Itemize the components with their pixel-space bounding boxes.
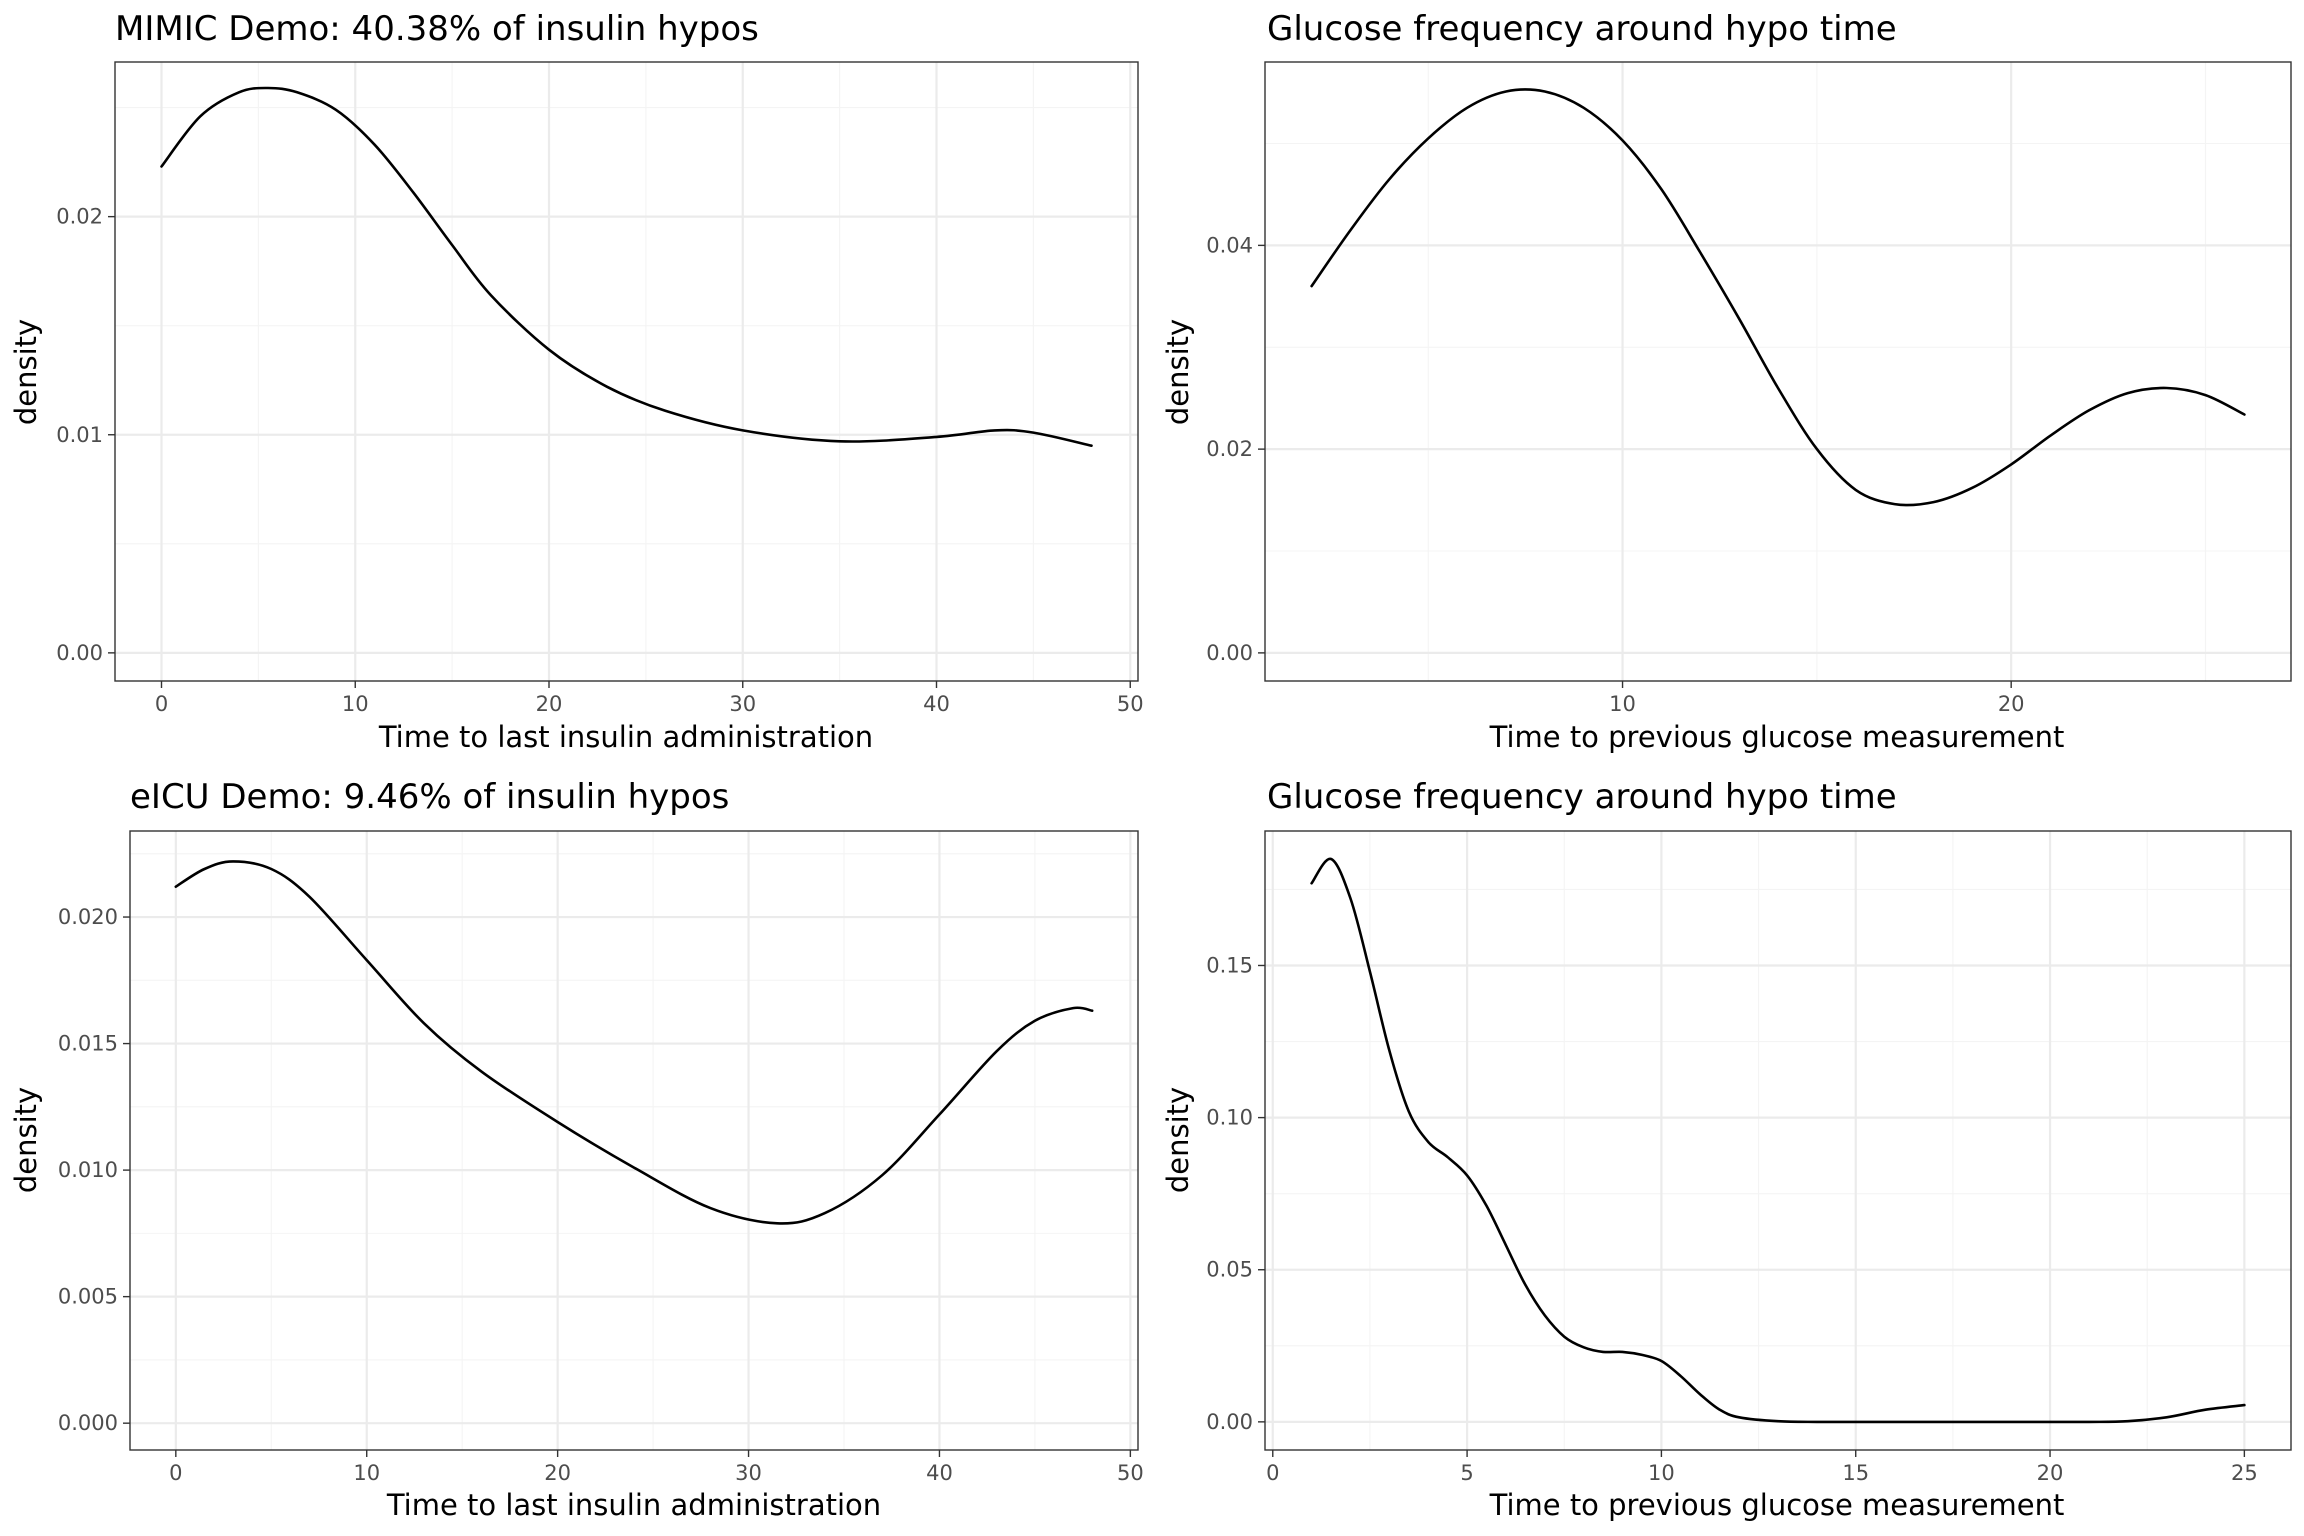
x-tick-label: 40	[926, 1461, 953, 1485]
grid-layer	[130, 831, 1138, 1450]
x-tick-label: 50	[1117, 1461, 1144, 1485]
x-axis-label: Time to previous glucose measurement	[1489, 720, 2065, 754]
y-tick-label: 0.15	[1206, 953, 1253, 977]
y-tick-label: 0.00	[1206, 1410, 1253, 1434]
y-tick-label: 0.00	[56, 641, 103, 665]
y-tick-label: 0.02	[1206, 437, 1253, 461]
x-tick-label: 0	[1266, 1461, 1279, 1485]
density-curve	[160, 86, 1093, 447]
tick-layer: 10 20 0.00 0.02 0.04	[1206, 233, 2024, 716]
y-tick-label: 0.01	[56, 423, 103, 447]
y-tick-label: 0.005	[58, 1285, 118, 1309]
plot-frame	[129, 830, 1139, 1451]
x-tick-label: 0	[155, 692, 168, 716]
density-curve	[1310, 857, 2246, 1424]
x-axis-label: Time to last insulin administration	[386, 1488, 881, 1522]
panel-mimic-insulin: MIMIC Demo: 40.38% of insulin hypos 0 10 2…	[9, 9, 1144, 754]
density-curve	[174, 860, 1094, 1225]
y-axis-label: density	[9, 319, 43, 425]
x-tick-label: 30	[735, 1461, 762, 1485]
x-tick-label: 0	[169, 1461, 182, 1485]
y-tick-label: 0.02	[56, 205, 103, 229]
panel-eicu-insulin: eICU Demo: 9.46% of insulin hypos 0 10 20 3…	[9, 777, 1144, 1522]
panel-title: Glucose frequency around hypo time	[1267, 777, 1897, 817]
x-axis-label: Time to previous glucose measurement	[1489, 1488, 2065, 1522]
y-tick-label: 0.04	[1206, 233, 1253, 257]
x-tick-label: 10	[342, 692, 369, 716]
y-tick-label: 0.010	[58, 1158, 118, 1182]
x-tick-label: 20	[544, 1461, 571, 1485]
x-tick-label: 10	[353, 1461, 380, 1485]
y-axis-label: density	[1161, 319, 1195, 425]
panel-title: eICU Demo: 9.46% of insulin hypos	[130, 777, 729, 817]
panel-title: MIMIC Demo: 40.38% of insulin hypos	[115, 9, 759, 49]
y-tick-label: 0.015	[58, 1032, 118, 1056]
x-tick-label: 20	[536, 692, 563, 716]
panel-mimic-glucose: Glucose frequency around hypo time 10 20 0…	[1161, 9, 2292, 754]
tick-layer: 0 10 20 30 40 50 0.00 0.01 0.02	[56, 205, 1143, 716]
x-tick-label: 15	[1842, 1461, 1869, 1485]
density-curve	[1310, 88, 2246, 507]
y-tick-label: 0.00	[1206, 641, 1253, 665]
tick-layer: 0 5 10 15 20 25 0.00 0.05 0.10 0.15	[1206, 953, 2257, 1485]
x-tick-label: 30	[729, 692, 756, 716]
plot-frame	[114, 61, 1139, 682]
panel-title: Glucose frequency around hypo time	[1267, 9, 1897, 49]
y-tick-label: 0.05	[1206, 1258, 1253, 1282]
x-tick-label: 40	[923, 692, 950, 716]
x-tick-label: 20	[1998, 692, 2025, 716]
plot-frame	[1264, 830, 2292, 1451]
y-tick-label: 0.10	[1206, 1106, 1253, 1130]
y-axis-label: density	[1161, 1087, 1195, 1193]
y-tick-label: 0.020	[58, 905, 118, 929]
tick-layer: 0 10 20 30 40 50 0.000 0.005 0.010 0.015 0.020	[58, 905, 1144, 1485]
x-axis-label: Time to last insulin administration	[378, 720, 873, 754]
y-axis-label: density	[9, 1087, 43, 1193]
x-tick-label: 20	[2037, 1461, 2064, 1485]
y-tick-label: 0.000	[58, 1411, 118, 1435]
x-tick-label: 25	[2231, 1461, 2258, 1485]
x-tick-label: 10	[1648, 1461, 1675, 1485]
x-tick-label: 10	[1609, 692, 1636, 716]
plot-frame	[1264, 61, 2292, 682]
panel-eicu-glucose: Glucose frequency around hypo time 0 5 10 1…	[1161, 777, 2292, 1522]
grid-layer	[1265, 62, 2291, 681]
x-tick-label: 50	[1117, 692, 1144, 716]
x-tick-label: 5	[1460, 1461, 1473, 1485]
